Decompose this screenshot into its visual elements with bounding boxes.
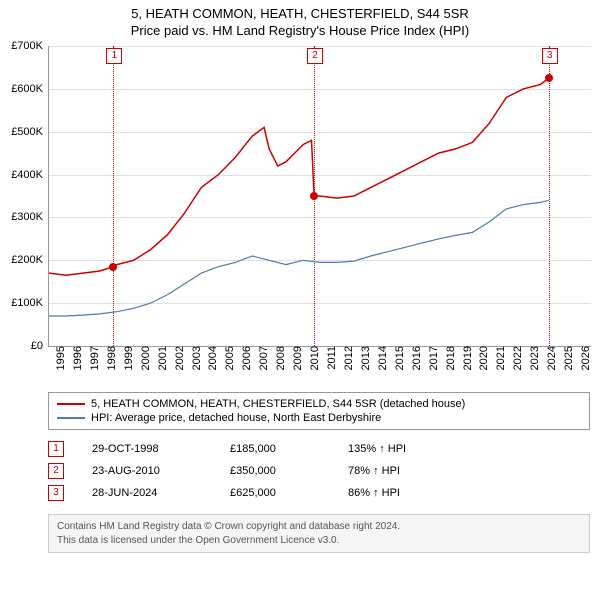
- marker-dot: [310, 192, 318, 200]
- title-address: 5, HEATH COMMON, HEATH, CHESTERFIELD, S4…: [0, 6, 600, 21]
- event-row: 3 28-JUN-2024 £625,000 86% ↑ HPI: [48, 482, 590, 504]
- x-axis-label: 2025: [561, 346, 575, 370]
- x-axis-label: 2026: [578, 346, 592, 370]
- legend-label: 5, HEATH COMMON, HEATH, CHESTERFIELD, S4…: [91, 398, 465, 410]
- series-hpi: [49, 200, 549, 316]
- x-axis-label: 2014: [375, 346, 389, 370]
- plot-region: £0£100K£200K£300K£400K£500K£600K£700K199…: [48, 46, 591, 347]
- attribution-footer: Contains HM Land Registry data © Crown c…: [48, 514, 590, 553]
- x-axis-label: 1997: [87, 346, 101, 370]
- event-marker: 1: [48, 441, 64, 457]
- legend: 5, HEATH COMMON, HEATH, CHESTERFIELD, S4…: [48, 392, 590, 430]
- legend-swatch: [57, 417, 85, 419]
- x-axis-label: 2004: [205, 346, 219, 370]
- marker-box: 1: [106, 48, 122, 64]
- legend-item-hpi: HPI: Average price, detached house, Nort…: [57, 411, 581, 425]
- chart-container: 5, HEATH COMMON, HEATH, CHESTERFIELD, S4…: [0, 0, 600, 553]
- events-table: 1 29-OCT-1998 £185,000 135% ↑ HPI 2 23-A…: [48, 438, 590, 504]
- title-block: 5, HEATH COMMON, HEATH, CHESTERFIELD, S4…: [0, 0, 600, 40]
- event-marker: 3: [48, 485, 64, 501]
- legend-swatch: [57, 403, 85, 405]
- x-axis-label: 1995: [53, 346, 67, 370]
- x-axis-label: 2016: [409, 346, 423, 370]
- x-axis-label: 2018: [443, 346, 457, 370]
- x-axis-label: 2019: [460, 346, 474, 370]
- event-pct: 86% ↑ HPI: [348, 487, 400, 499]
- x-axis-label: 2017: [426, 346, 440, 370]
- x-axis-label: 2000: [138, 346, 152, 370]
- y-axis-label: £500K: [11, 126, 49, 138]
- legend-item-property: 5, HEATH COMMON, HEATH, CHESTERFIELD, S4…: [57, 397, 581, 411]
- event-row: 1 29-OCT-1998 £185,000 135% ↑ HPI: [48, 438, 590, 460]
- title-subtitle: Price paid vs. HM Land Registry's House …: [0, 23, 600, 38]
- legend-label: HPI: Average price, detached house, Nort…: [91, 412, 381, 424]
- x-axis-label: 1998: [104, 346, 118, 370]
- marker-dot: [545, 74, 553, 82]
- x-axis-label: 1996: [70, 346, 84, 370]
- x-axis-label: 2002: [172, 346, 186, 370]
- footer-line2: This data is licensed under the Open Gov…: [57, 534, 581, 548]
- event-price: £350,000: [230, 465, 320, 477]
- x-axis-label: 2023: [527, 346, 541, 370]
- chart-area: £0£100K£200K£300K£400K£500K£600K£700K199…: [48, 46, 590, 386]
- x-axis-label: 2013: [358, 346, 372, 370]
- marker-box: 3: [542, 48, 558, 64]
- x-axis-label: 2010: [307, 346, 321, 370]
- footer-line1: Contains HM Land Registry data © Crown c…: [57, 520, 581, 534]
- x-axis-label: 2009: [290, 346, 304, 370]
- event-date: 23-AUG-2010: [92, 465, 202, 477]
- x-axis-label: 2015: [392, 346, 406, 370]
- x-axis-label: 1999: [121, 346, 135, 370]
- y-axis-label: £300K: [11, 211, 49, 223]
- x-axis-label: 2022: [510, 346, 524, 370]
- x-axis-label: 2007: [256, 346, 270, 370]
- y-axis-label: £100K: [11, 297, 49, 309]
- x-axis-label: 2011: [324, 346, 338, 370]
- x-axis-label: 2005: [222, 346, 236, 370]
- event-row: 2 23-AUG-2010 £350,000 78% ↑ HPI: [48, 460, 590, 482]
- x-axis-label: 2021: [493, 346, 507, 370]
- x-axis-label: 2024: [544, 346, 558, 370]
- x-axis-label: 2006: [239, 346, 253, 370]
- y-axis-label: £700K: [11, 40, 49, 52]
- y-axis-label: £200K: [11, 254, 49, 266]
- x-axis-label: 2008: [273, 346, 287, 370]
- series-lines: [49, 46, 591, 346]
- marker-dot: [109, 263, 117, 271]
- y-axis-label: £600K: [11, 83, 49, 95]
- event-price: £185,000: [230, 443, 320, 455]
- event-pct: 135% ↑ HPI: [348, 443, 406, 455]
- series-property: [49, 78, 549, 275]
- x-axis-label: 2020: [476, 346, 490, 370]
- y-axis-label: £400K: [11, 169, 49, 181]
- x-axis-label: 2012: [341, 346, 355, 370]
- x-axis-label: 2003: [189, 346, 203, 370]
- event-pct: 78% ↑ HPI: [348, 465, 400, 477]
- y-axis-label: £0: [31, 340, 49, 352]
- event-date: 28-JUN-2024: [92, 487, 202, 499]
- marker-box: 2: [307, 48, 323, 64]
- event-price: £625,000: [230, 487, 320, 499]
- event-date: 29-OCT-1998: [92, 443, 202, 455]
- x-axis-label: 2001: [155, 346, 169, 370]
- event-marker: 2: [48, 463, 64, 479]
